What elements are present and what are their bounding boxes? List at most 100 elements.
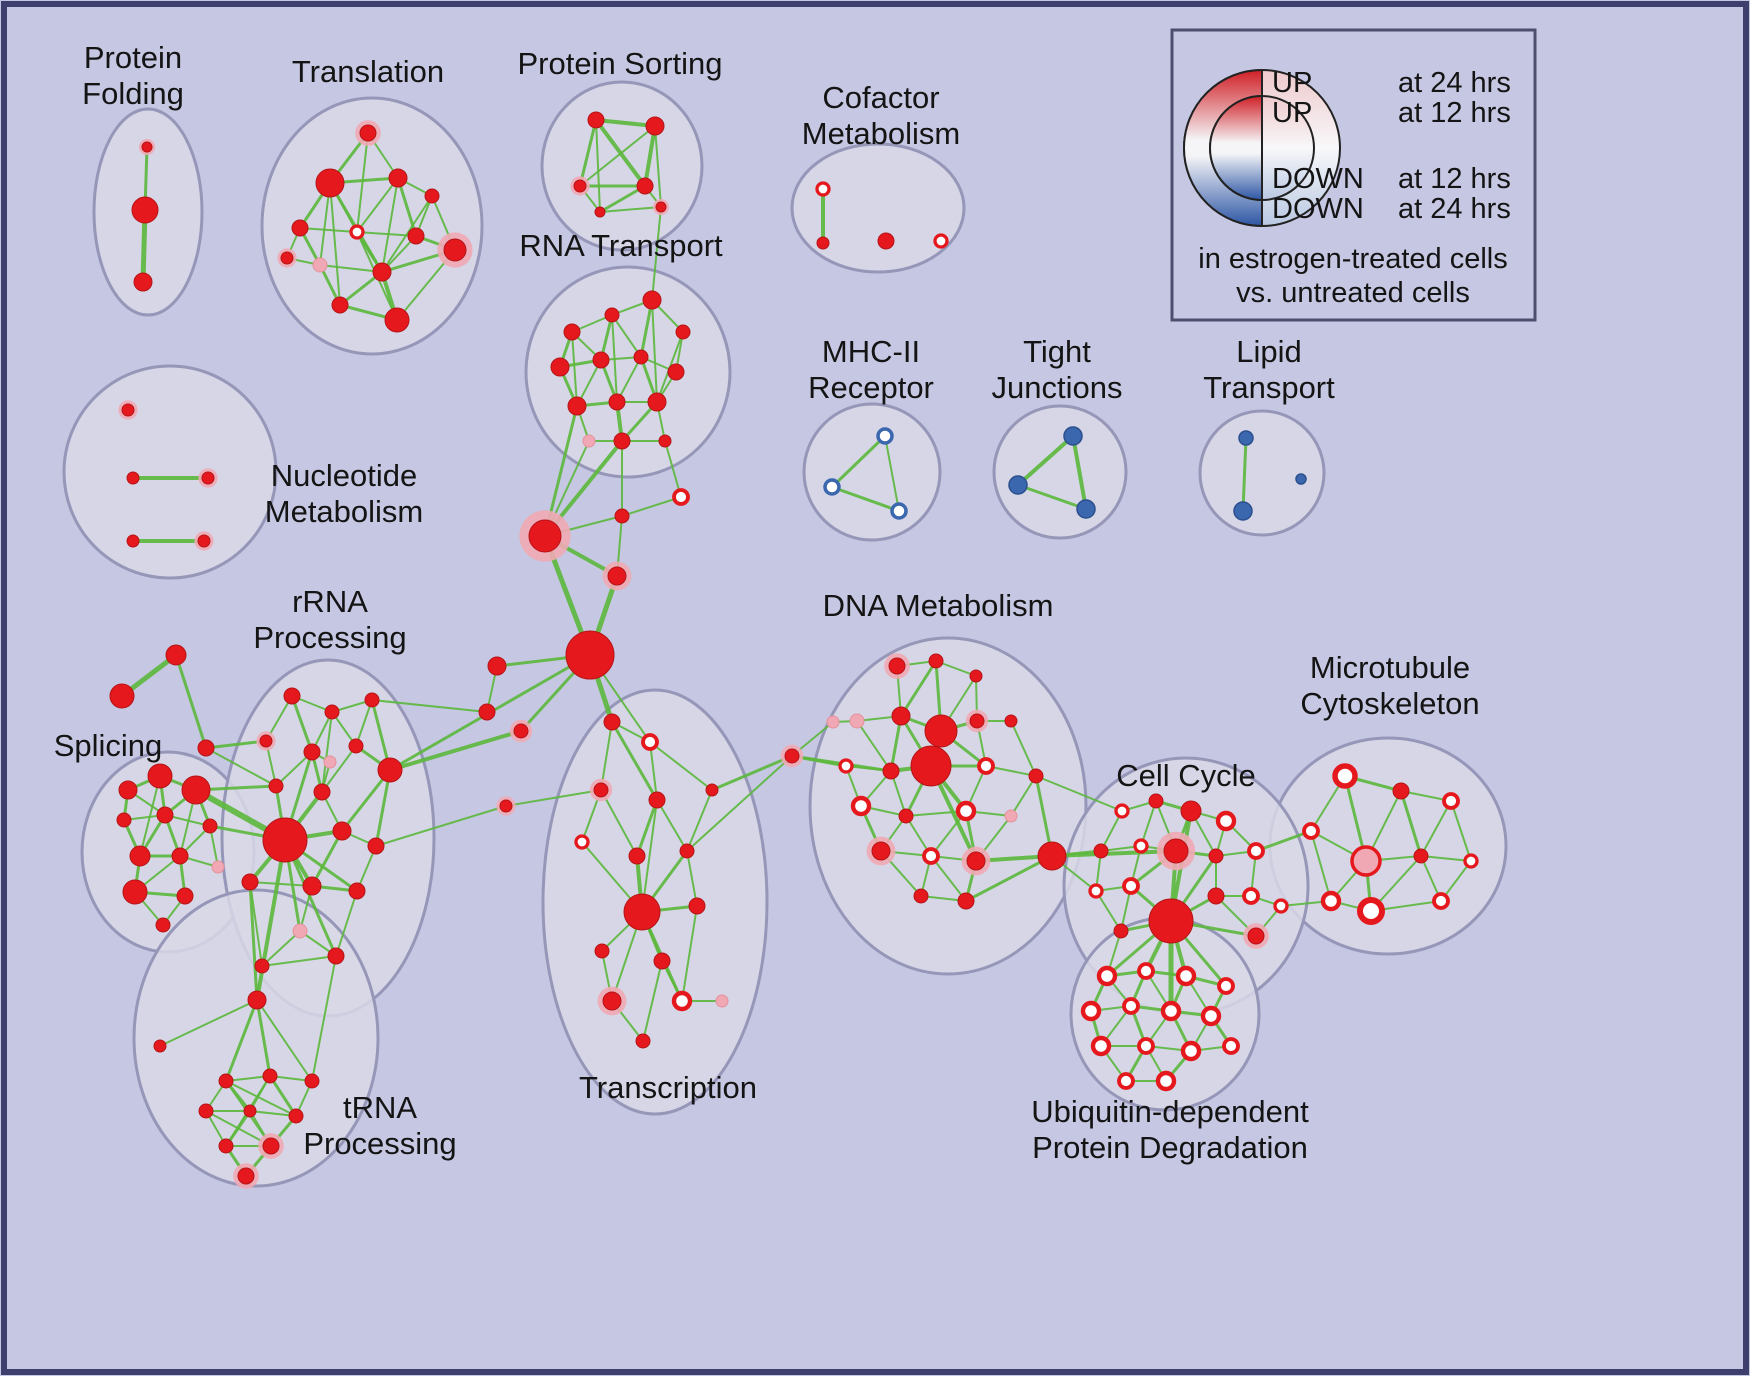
edge-tc3-tc7	[600, 789, 638, 857]
node-tn0	[247, 990, 267, 1010]
node-rr13	[241, 873, 259, 891]
legend-caption-line2: vs. untreated cells	[1236, 277, 1470, 309]
node-rt2	[604, 307, 620, 323]
edge-mc2-mc6	[1399, 789, 1423, 858]
node-mc9	[1357, 897, 1385, 925]
edge-cn7-rr3	[371, 699, 488, 713]
node-cn4	[607, 566, 627, 586]
cluster-label-protein-sorting: Protein Sorting	[517, 46, 722, 81]
node-ub4	[1217, 977, 1235, 995]
edge-ps5-ps6	[599, 206, 662, 213]
node-mc10	[1432, 892, 1450, 910]
edge-dn0-tc5	[710, 754, 794, 792]
cluster-label-dna-metabolism: DNA Metabolism	[823, 588, 1054, 623]
node-rr1	[283, 687, 301, 705]
node-cc2	[1148, 793, 1164, 809]
node-rt11	[647, 392, 667, 412]
node-cn2	[614, 508, 630, 524]
node-tr1	[359, 124, 377, 142]
node-dm14	[850, 795, 872, 817]
edge-cn3-cn2	[621, 496, 682, 517]
node-tn4	[304, 1073, 320, 1089]
node-sp11	[155, 917, 171, 933]
node-rr17	[327, 947, 345, 965]
node-tj2	[1008, 475, 1028, 495]
node-ub6	[1122, 997, 1140, 1015]
edge-ps1-ps2	[594, 118, 657, 128]
node-ub13	[1117, 1072, 1135, 1090]
edge-rr2-rr9	[321, 711, 333, 793]
node-mc7	[1463, 853, 1479, 869]
node-ub7	[1160, 1000, 1182, 1022]
node-rr10	[262, 817, 308, 863]
edge-tr3-tr6	[356, 177, 399, 233]
edge-rr6-rr9	[321, 745, 357, 793]
node-cn7	[478, 703, 496, 721]
edge-mh1-mh2	[830, 434, 887, 489]
node-tj1	[1063, 426, 1083, 446]
node-rr5	[303, 743, 321, 761]
cluster-ellipse-translation	[260, 96, 484, 356]
edge-tn0-tn3	[255, 998, 272, 1078]
edge-rr7-rr11	[340, 768, 392, 833]
edge-tn3-tn7	[268, 1074, 298, 1118]
node-rt10	[608, 393, 626, 411]
cluster-label-protein-folding-line1: Protein	[84, 40, 182, 75]
node-tn5	[198, 1103, 214, 1119]
node-sp12	[211, 860, 225, 874]
edge-tr5-tr6	[299, 227, 358, 233]
node-rr19	[323, 755, 337, 769]
node-ub11	[1180, 1040, 1202, 1062]
node-mc2	[1392, 782, 1410, 800]
node-tr4	[424, 188, 440, 204]
node-sp4	[116, 812, 132, 828]
node-ub9	[1090, 1035, 1112, 1057]
node-ub10	[1137, 1037, 1155, 1055]
node-tn10	[237, 1167, 255, 1185]
node-dn1	[826, 715, 840, 729]
edge-tj2-tj3	[1016, 483, 1088, 511]
node-dm18	[871, 841, 891, 861]
node-ps2	[645, 116, 665, 136]
node-cm4	[933, 233, 949, 249]
cluster-ellipse-microtubule-cytoskeleton	[1268, 736, 1508, 956]
node-cn5	[565, 630, 615, 680]
node-sp6	[202, 818, 218, 834]
edge-tc1-tc4	[610, 720, 659, 802]
node-mc3	[1442, 792, 1460, 810]
edge-tc10-tc14	[681, 905, 698, 1002]
node-sp10	[176, 887, 194, 905]
node-rr12	[367, 837, 385, 855]
edge-tc4-tc8	[656, 799, 688, 852]
cluster-label-lipid-transport-line2: Transport	[1203, 370, 1335, 405]
legend-inner-half-12hr	[1209, 94, 1263, 202]
cluster-label-trna-processing-line2: Processing	[303, 1126, 456, 1161]
node-tc12	[653, 952, 671, 970]
legend-down-12-label: DOWN	[1272, 163, 1364, 195]
node-sp8	[171, 847, 189, 865]
node-rr14	[302, 876, 322, 896]
edge-rt14-cn3	[664, 440, 682, 498]
edge-tj1-tj2	[1016, 434, 1075, 487]
node-mc6	[1413, 848, 1429, 864]
node-rr6	[348, 738, 364, 754]
node-cn3	[672, 488, 690, 506]
edge-ps4-ps5	[598, 184, 647, 214]
node-cc1	[1114, 803, 1130, 819]
node-rr9	[313, 783, 331, 801]
edge-mc6-mc7	[1420, 855, 1472, 862]
node-cc3	[1180, 800, 1202, 822]
node-tn9	[262, 1137, 280, 1155]
edge-mh2-mh3	[830, 485, 901, 513]
node-ub14	[1155, 1070, 1177, 1092]
cluster-ellipse-lipid-transport	[1198, 409, 1326, 537]
cluster-label-nucleotide-metabolism-line1: Nucleotide	[271, 458, 417, 493]
edge-mc3-mc7	[1450, 800, 1472, 862]
node-tc13	[602, 991, 622, 1011]
edge-tc2-tc5	[649, 741, 713, 791]
edge-tc12-tc16	[642, 960, 663, 1042]
cluster-ellipse-trna-processing	[132, 888, 380, 1188]
